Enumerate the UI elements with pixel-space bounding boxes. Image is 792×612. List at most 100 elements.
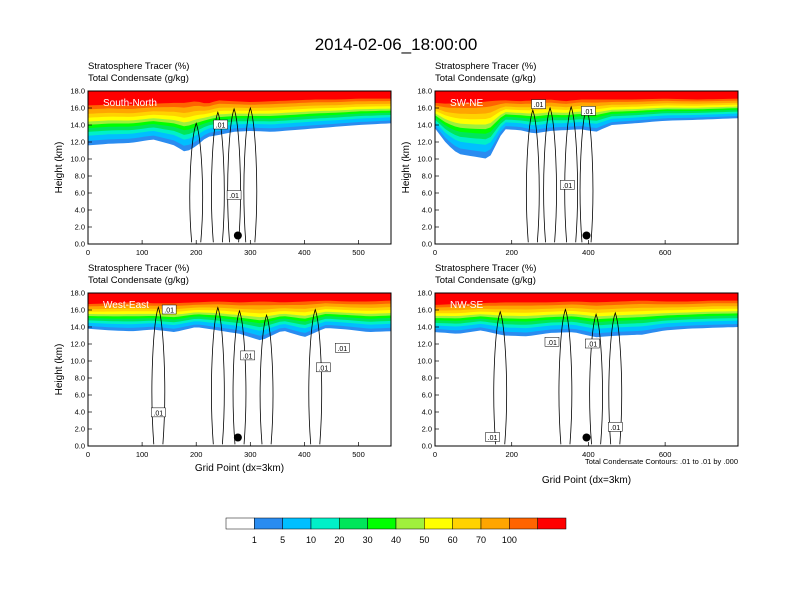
location-marker [233, 433, 242, 442]
contour-label-box-2 [335, 343, 350, 353]
colorbar-label-1: 5 [280, 535, 285, 545]
x-tick-label: 400 [582, 248, 595, 257]
y-tick-label: 16.0 [417, 306, 432, 315]
x-tick-label: 500 [352, 248, 365, 257]
tracer-band-10 [88, 91, 391, 106]
location-marker [233, 231, 242, 240]
figure-title: 2014-02-06_18:00:00 [315, 35, 478, 54]
y-tick-label: 16.0 [70, 104, 85, 113]
contour-label-0: .01 [547, 340, 557, 347]
contour-note: Total Condensate Contours: .01 to .01 by… [585, 457, 738, 466]
x-tick-label: 500 [352, 450, 365, 459]
colorbar-label-4: 30 [363, 535, 373, 545]
colorbar-swatch-10 [509, 517, 538, 530]
contour-label-1: .01 [243, 353, 253, 360]
condensate-contour-0 [493, 310, 507, 445]
contour-label-box-0 [544, 337, 560, 347]
contour-label-3: .01 [488, 435, 498, 442]
contour-label-box-4 [151, 407, 166, 418]
y-tick-label: 18.0 [70, 87, 85, 96]
y-tick-label: 4.0 [75, 408, 85, 417]
tracer-field: .01 .01 .01 .01 [435, 293, 738, 446]
x-tick-label: 200 [190, 248, 203, 257]
colorbar-swatch-4 [339, 517, 368, 530]
colorbar-swatch-3 [310, 517, 340, 530]
y-tick-label: 6.0 [75, 189, 85, 198]
y-tick-label: 0.0 [75, 442, 85, 451]
y-tick-label: 14.0 [417, 323, 432, 332]
colorbar-label-2: 10 [306, 535, 316, 545]
colorbar-label-6: 50 [419, 535, 429, 545]
contour-label-box-2 [608, 422, 623, 432]
contour-label-box-0 [161, 304, 177, 315]
condensate-contour-2 [232, 309, 247, 445]
condensate-contour-2 [589, 313, 603, 445]
y-tick-label: 8.0 [75, 374, 85, 383]
y-axis-label: Height (km) [54, 142, 65, 194]
contour-label-box-0 [213, 119, 228, 130]
x-tick-label: 600 [659, 248, 672, 257]
contour-label-box-1 [585, 338, 600, 349]
panel-subtitle-tracer: Stratosphere Tracer (%) [88, 61, 189, 72]
panel-sw-ne: Stratosphere Tracer (%)Total Condensate … [401, 61, 739, 257]
colorbar-swatch-11 [537, 517, 567, 530]
x-tick-label: 200 [505, 450, 518, 459]
y-tick-label: 0.0 [422, 442, 432, 451]
y-tick-label: 4.0 [422, 206, 432, 215]
panel-subtitle-condensate: Total Condensate (g/kg) [88, 73, 189, 84]
y-tick-label: 0.0 [75, 240, 85, 249]
y-tick-label: 4.0 [75, 206, 85, 215]
y-tick-label: 14.0 [70, 323, 85, 332]
y-tick-label: 6.0 [422, 391, 432, 400]
location-marker [582, 231, 591, 240]
colorbar-label-9: 100 [502, 535, 517, 545]
contour-label-2: .01 [337, 346, 347, 353]
colorbar-swatch-9 [480, 517, 510, 530]
condensate-contour-1 [211, 111, 225, 243]
location-marker [582, 433, 591, 442]
y-axis-label: Height (km) [54, 344, 65, 396]
tracer-band-10 [88, 293, 391, 305]
y-tick-label: 2.0 [75, 223, 85, 232]
condensate-contour-2 [227, 107, 241, 243]
y-tick-label: 4.0 [422, 408, 432, 417]
x-tick-label: 400 [298, 450, 311, 459]
y-tick-label: 12.0 [70, 138, 85, 147]
contour-label-box-1 [240, 350, 255, 361]
panel-subtitle-tracer: Stratosphere Tracer (%) [435, 263, 536, 274]
y-tick-label: 16.0 [70, 306, 85, 315]
contour-label-box-3 [316, 362, 331, 373]
x-tick-label: 0 [86, 248, 90, 257]
contour-label-0: .01 [216, 123, 226, 130]
tracer-field: .01 .01 [88, 91, 391, 244]
colorbar-swatch-7 [424, 517, 453, 530]
tracer-field: .01 .01 .01 [435, 91, 738, 244]
contour-label-0: .01 [534, 102, 544, 109]
panel-west-east: Stratosphere Tracer (%)Total Condensate … [54, 263, 392, 474]
y-axis-label: Height (km) [401, 142, 412, 194]
contour-label-0: .01 [164, 308, 174, 315]
y-tick-label: 6.0 [422, 189, 432, 198]
condensate-contour-1 [211, 306, 225, 445]
y-tick-label: 10.0 [70, 155, 85, 164]
y-tick-label: 2.0 [422, 223, 432, 232]
panel-subtitle-tracer: Stratosphere Tracer (%) [435, 61, 536, 72]
contour-label-2: .01 [610, 425, 620, 432]
contour-label-1: .01 [587, 342, 597, 349]
x-tick-label: 100 [136, 450, 149, 459]
y-tick-label: 10.0 [70, 357, 85, 366]
x-tick-label: 0 [433, 248, 437, 257]
colorbar-swatch-6 [395, 517, 425, 530]
colorbar: 1 5 10 20 30 40 50 60 70 100 [225, 517, 567, 545]
contour-label-4: .01 [153, 410, 163, 417]
y-tick-label: 8.0 [422, 374, 432, 383]
plot-frame [434, 90, 739, 245]
x-tick-label: 0 [86, 450, 90, 459]
condensate-contour-0 [151, 306, 166, 445]
x-tick-label: 100 [136, 248, 149, 257]
condensate-contour-1 [558, 308, 573, 445]
y-tick-label: 18.0 [70, 289, 85, 298]
panel-subtitle-condensate: Total Condensate (g/kg) [435, 73, 536, 84]
y-tick-label: 14.0 [417, 121, 432, 130]
